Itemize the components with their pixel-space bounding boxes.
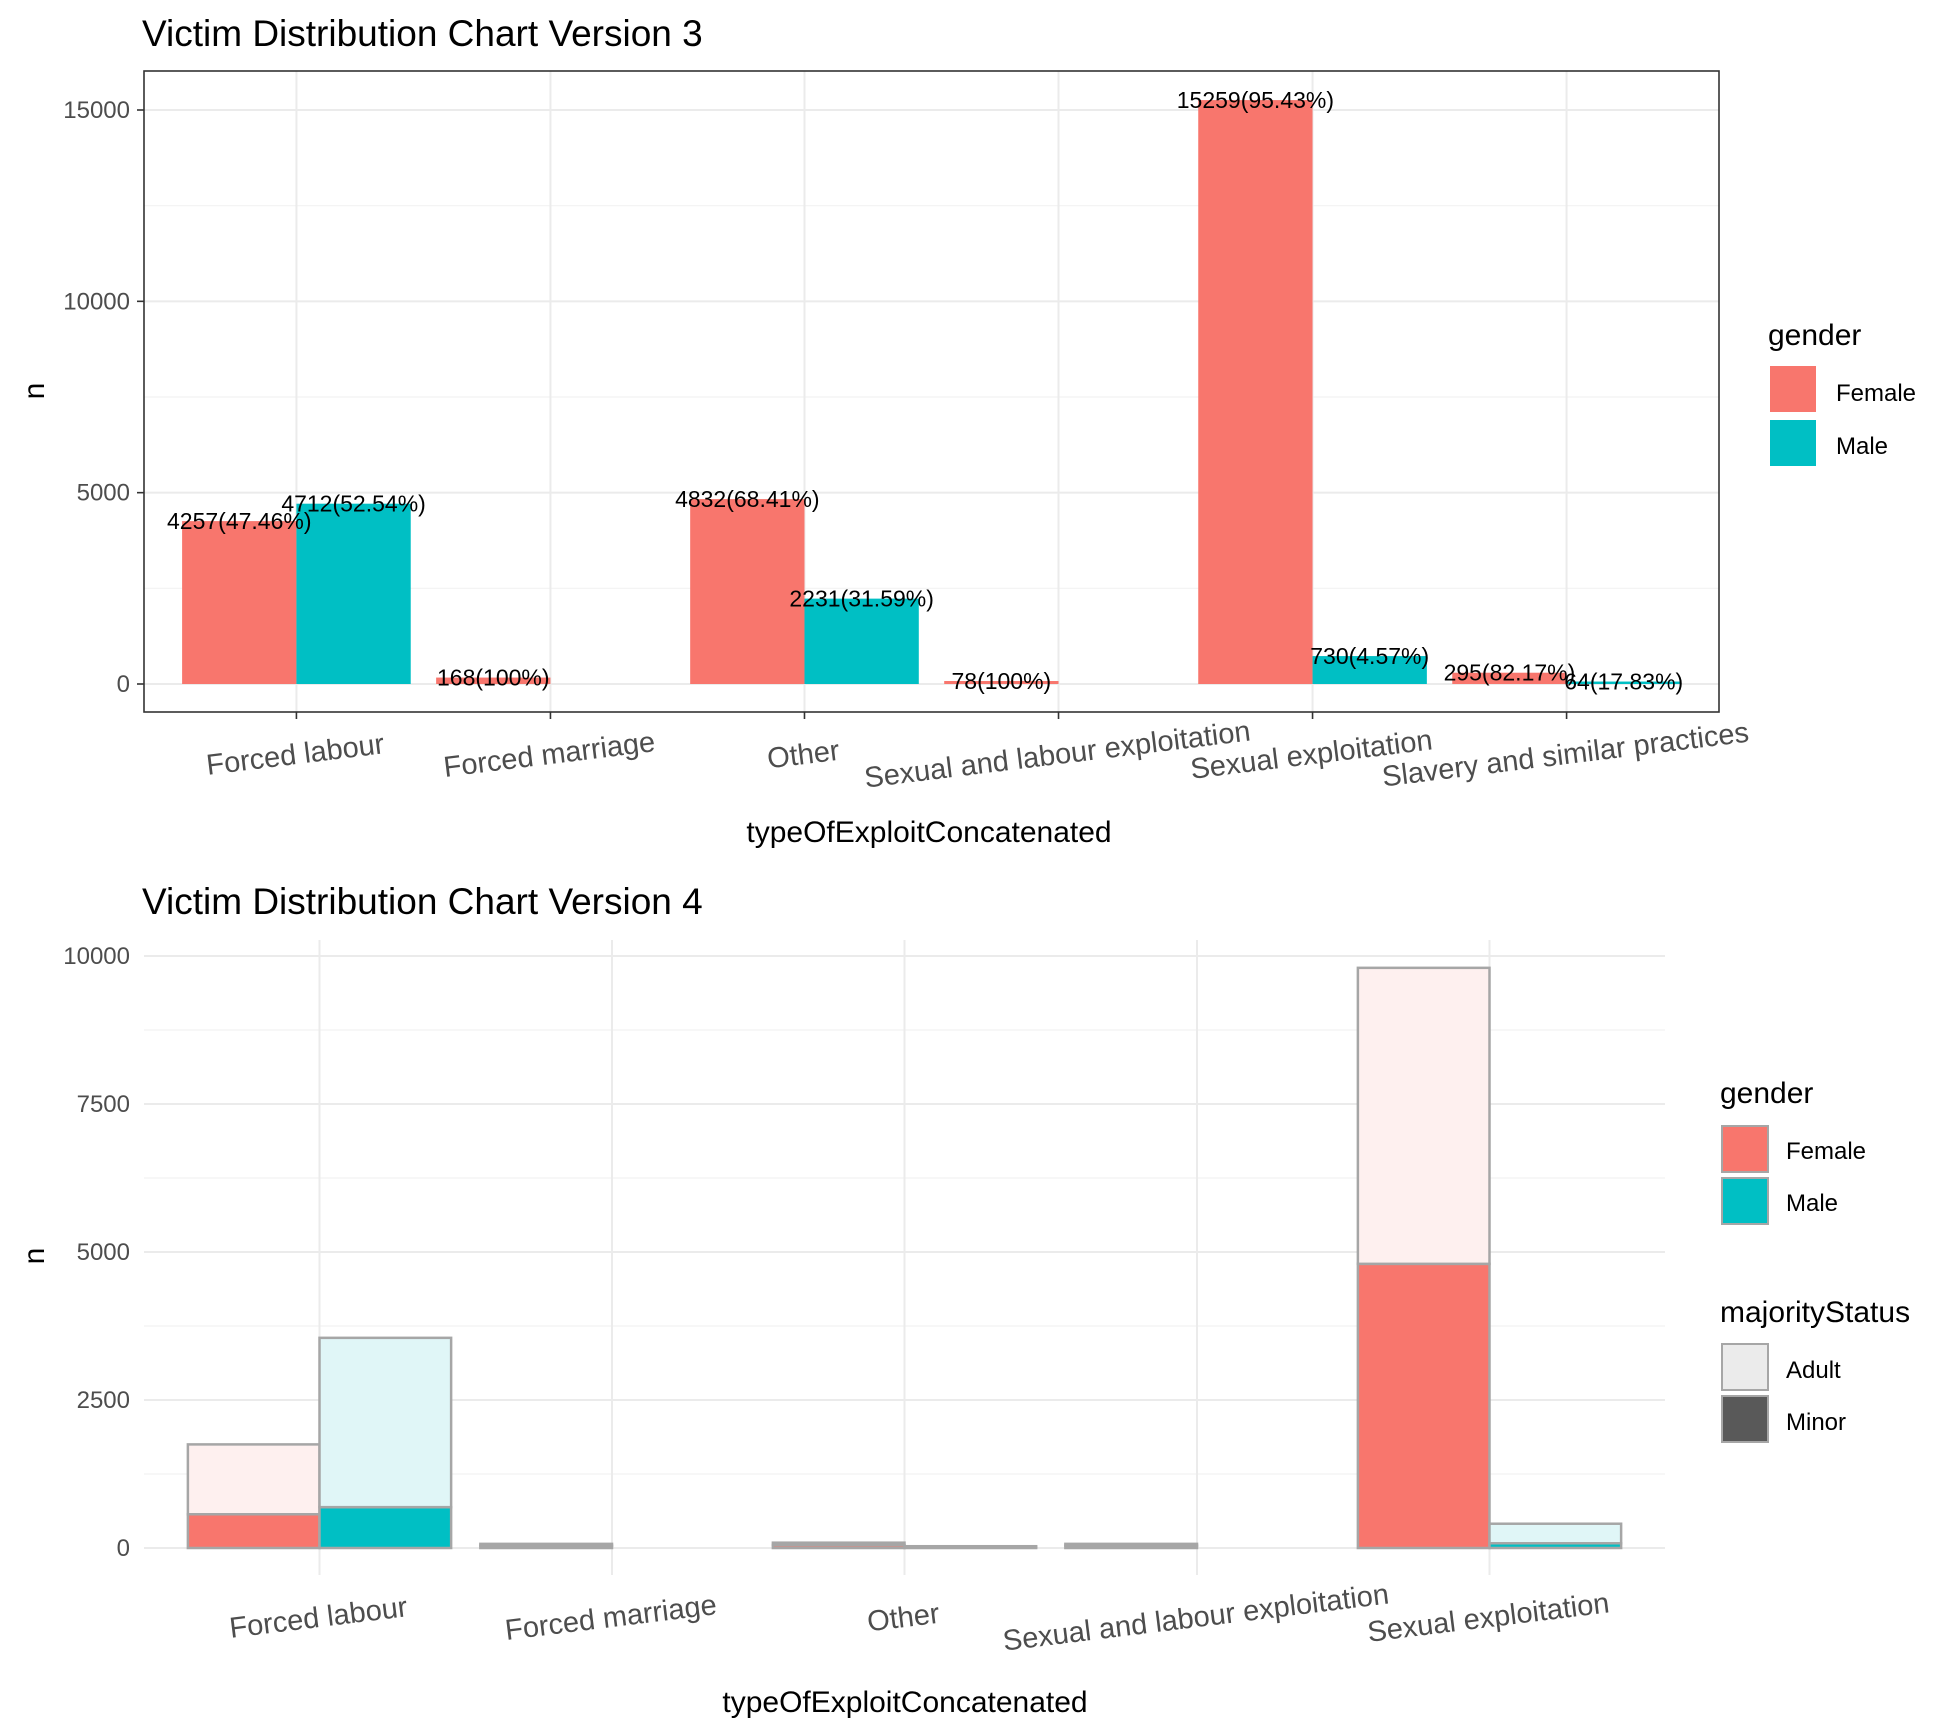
chart1-x-ticks: Forced labour Forced marriage Other Sexual … bbox=[205, 712, 1751, 795]
bar-male-slavery-and-similar-practices bbox=[1566, 681, 1681, 684]
bar-female-other bbox=[690, 499, 805, 684]
x-tick-label-forced-labour: Forced labour bbox=[205, 728, 387, 782]
data-label-female-sexual-exploitation: 15259(95.43%) bbox=[1177, 87, 1334, 113]
chart1-legend: gender Female Male bbox=[1768, 319, 1916, 466]
bar-female-sexual-exploitation bbox=[1198, 100, 1313, 685]
chart2-legend-title-gender: gender bbox=[1720, 1077, 1813, 1110]
x-tick-label-forced-labour: Forced labour bbox=[228, 1591, 410, 1645]
y-tick-label: 0 bbox=[117, 1535, 130, 1562]
y-tick-label: 7500 bbox=[77, 1091, 130, 1118]
chart2-legend: gender Female Male majorityStatus Adult … bbox=[1720, 1077, 1910, 1443]
data-label-male-slavery-and-similar-practices: 64(17.83%) bbox=[1564, 669, 1683, 695]
y-tick-label: 10000 bbox=[63, 288, 130, 315]
bar-female-forced-labour bbox=[182, 521, 297, 684]
chart2-bars bbox=[186, 966, 1623, 1550]
data-label-male-other: 2231(31.59%) bbox=[789, 586, 934, 612]
y-tick-label: 2500 bbox=[77, 1387, 130, 1414]
chart1-title: Victim Distribution Chart Version 3 bbox=[142, 13, 703, 54]
chart2-y-ticks: 0 2500 5000 7500 10000 bbox=[63, 943, 130, 1562]
bar-male-adult-sexual-exploitation bbox=[1488, 1522, 1623, 1545]
data-label-female-sexual-and-labour-exploitation: 78(100%) bbox=[951, 668, 1051, 694]
legend2-key-female bbox=[1721, 1125, 1769, 1173]
bar-male-minor-forced-labour bbox=[318, 1505, 453, 1550]
chart1-data-labels: 4257(47.46%)4712(52.54%) 168(100%) 4832(68… bbox=[167, 87, 1683, 694]
chart1-x-axis-title: typeOfExploitConcatenated bbox=[746, 816, 1111, 849]
bar-female-forced-marriage bbox=[436, 677, 551, 684]
legend-key-female bbox=[1770, 366, 1816, 412]
chart1-y-ticks: 0 5000 10000 15000 bbox=[63, 97, 144, 698]
bar-female-adult-sexual-and-labour-exploitation bbox=[1064, 1542, 1199, 1547]
chart1-y-axis-title: n bbox=[18, 383, 51, 400]
legend2-key-minor bbox=[1721, 1395, 1769, 1443]
x-tick-label-other: Other bbox=[765, 735, 841, 776]
x-tick-label-slavery-and-similar-practices: Slavery and similar practices bbox=[1380, 717, 1750, 794]
data-label-female-forced-labour: 4257(47.46%) bbox=[167, 508, 312, 534]
chart2-x-ticks: Forced labour Forced marriage Other Sexual … bbox=[228, 1579, 1612, 1658]
bar-male-other bbox=[804, 598, 919, 684]
bar-male-sexual-exploitation bbox=[1312, 656, 1427, 684]
chart2-x-axis-title: typeOfExploitConcatenated bbox=[722, 1686, 1087, 1719]
bar-female-minor-forced-labour bbox=[186, 1513, 321, 1550]
chart1-panel-border bbox=[143, 70, 1720, 713]
bar-female-sexual-and-labour-exploitation bbox=[944, 681, 1059, 684]
chart2-y-axis-title: n bbox=[18, 1248, 51, 1265]
x-tick-label-forced-marriage: Forced marriage bbox=[503, 1589, 718, 1647]
data-label-female-other: 4832(68.41%) bbox=[675, 486, 820, 512]
y-tick-label: 10000 bbox=[63, 943, 130, 970]
x-tick-label-forced-marriage: Forced marriage bbox=[442, 726, 657, 784]
bar-male-forced-labour bbox=[296, 503, 411, 684]
data-label-female-forced-marriage: 168(100%) bbox=[437, 665, 550, 691]
bar-female-adult-other bbox=[771, 1541, 906, 1547]
y-tick-label: 15000 bbox=[63, 97, 130, 124]
legend2-label-female: Female bbox=[1786, 1138, 1866, 1165]
chart-version-3: Victim Distribution Chart Version 3 4257… bbox=[18, 13, 1916, 849]
bar-female-slavery-and-similar-practices bbox=[1452, 672, 1567, 684]
chart1-legend-title: gender bbox=[1768, 319, 1861, 352]
x-tick-label-sexual-and-labour-exploitation: Sexual and labour exploitation bbox=[1001, 1579, 1391, 1658]
legend2-key-male bbox=[1721, 1177, 1769, 1225]
legend2-key-adult bbox=[1721, 1343, 1769, 1391]
data-label-male-forced-labour: 4712(52.54%) bbox=[281, 491, 426, 517]
y-tick-label: 0 bbox=[117, 671, 130, 698]
legend2-label-male: Male bbox=[1786, 1190, 1838, 1217]
chart2-title: Victim Distribution Chart Version 4 bbox=[142, 881, 703, 922]
bar-male-adult-forced-labour bbox=[318, 1336, 453, 1509]
x-tick-label-sexual-exploitation: Sexual exploitation bbox=[1366, 1587, 1612, 1648]
y-tick-label: 5000 bbox=[77, 1239, 130, 1266]
bar-female-adult-sexual-exploitation bbox=[1356, 966, 1491, 1266]
chart2-legend-title-majority: majorityStatus bbox=[1720, 1296, 1910, 1329]
x-tick-label-other: Other bbox=[865, 1598, 941, 1639]
bar-female-adult-forced-labour bbox=[186, 1443, 321, 1516]
chart1-bars bbox=[182, 100, 1681, 685]
data-label-female-slavery-and-similar-practices: 295(82.17%) bbox=[1444, 660, 1576, 686]
legend-label-female: Female bbox=[1836, 380, 1916, 407]
chart-version-4: Victim Distribution Chart Version 4 0 250… bbox=[18, 881, 1910, 1719]
data-label-male-sexual-exploitation: 730(4.57%) bbox=[1310, 643, 1429, 669]
legend2-label-minor: Minor bbox=[1786, 1409, 1846, 1436]
y-tick-label: 5000 bbox=[77, 480, 130, 507]
legend2-label-adult: Adult bbox=[1786, 1357, 1841, 1384]
legend-key-male bbox=[1770, 420, 1816, 466]
bar-male-adult-other bbox=[903, 1544, 1038, 1549]
bar-female-adult-forced-marriage bbox=[479, 1542, 614, 1547]
legend-label-male: Male bbox=[1836, 433, 1888, 460]
bar-female-minor-sexual-exploitation bbox=[1356, 1262, 1491, 1550]
